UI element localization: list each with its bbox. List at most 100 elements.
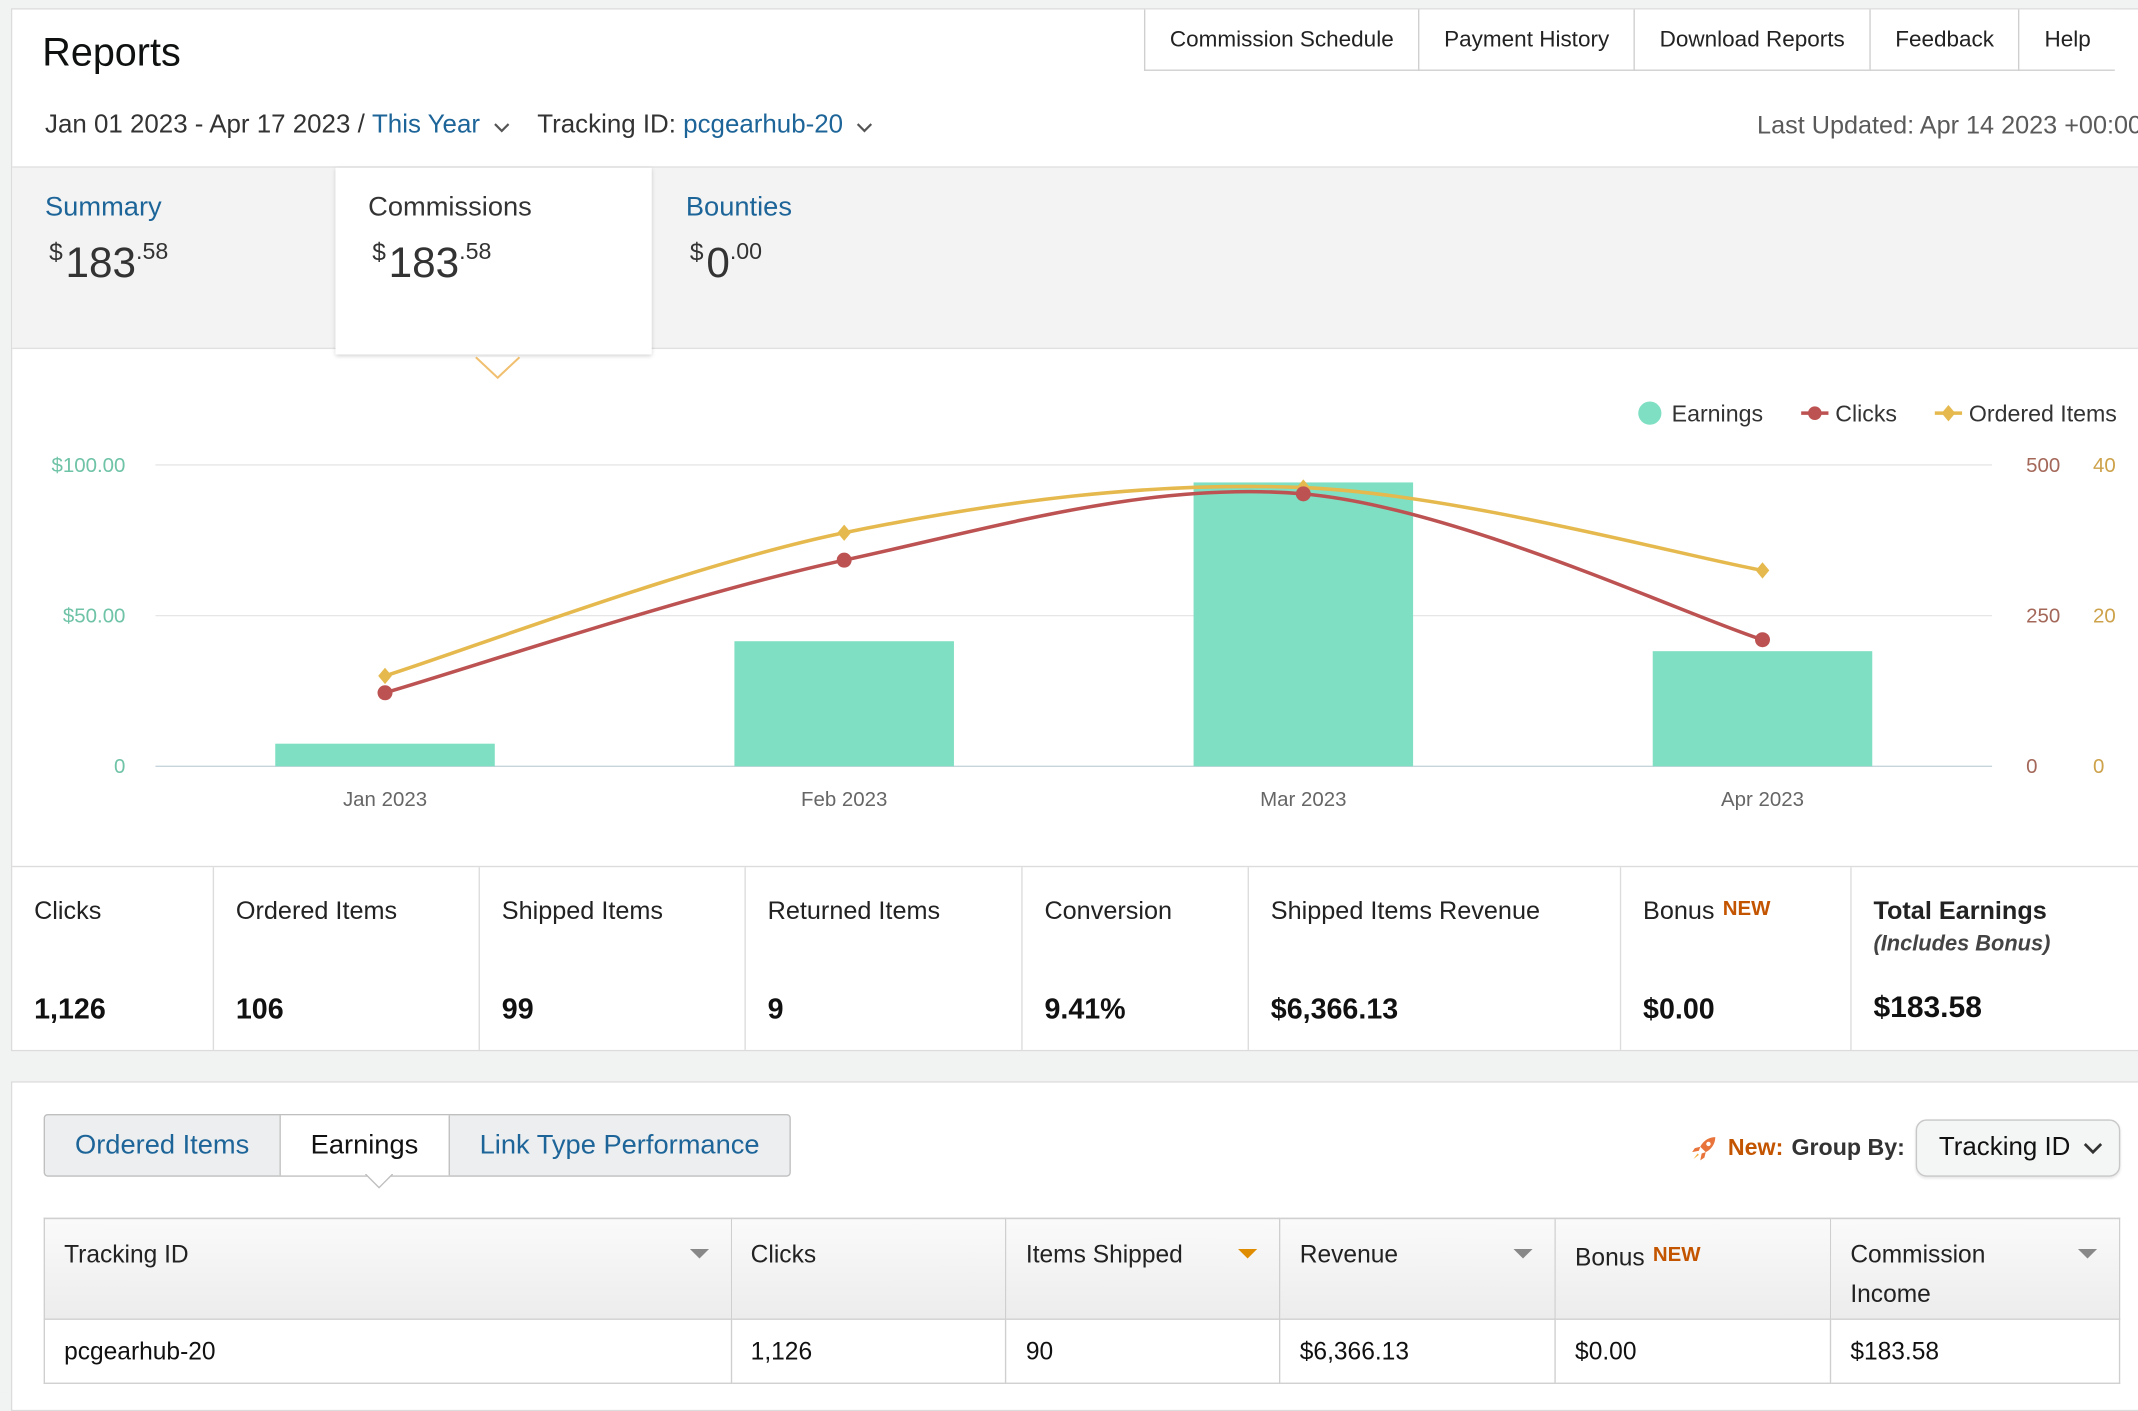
tab-summary-value: $183.58 — [49, 238, 169, 287]
bar — [734, 641, 954, 767]
feedback-link[interactable]: Feedback — [1869, 9, 2019, 71]
data-point — [836, 552, 852, 568]
subtab-earnings[interactable]: Earnings — [280, 1115, 450, 1176]
commission-schedule-link[interactable]: Commission Schedule — [1143, 9, 1419, 71]
tab-commissions-value: $183.58 — [372, 238, 492, 287]
tab-bounties[interactable]: Bounties $0.00 — [653, 168, 967, 348]
metric-label: Conversion — [1044, 895, 1173, 925]
group-by: New: Group By: Tracking ID — [1690, 1119, 2121, 1177]
col-clicks[interactable]: Clicks — [730, 1217, 1007, 1320]
data-point — [1295, 486, 1311, 502]
col-items-shipped[interactable]: Items Shipped — [1005, 1217, 1281, 1320]
x-tick-label: Mar 2023 — [1260, 788, 1346, 811]
metric-label: Total Earnings — [1873, 895, 2047, 925]
metric-value: 106 — [235, 993, 284, 1026]
metric-conversion: Conversion 9.41% — [1023, 867, 1249, 1050]
bar — [1193, 482, 1414, 767]
x-tick-label: Feb 2023 — [801, 788, 887, 811]
chevron-down-icon[interactable] — [494, 116, 510, 138]
commission-income-cell: $183.58 — [1829, 1318, 2121, 1384]
axis-tick-label: 500 — [2026, 454, 2060, 477]
new-badge: NEW — [1722, 897, 1771, 921]
series-line — [384, 484, 1763, 678]
tab-commissions-label: Commissions — [368, 192, 532, 223]
metric-label: Ordered Items — [235, 895, 398, 925]
legend-label: Ordered Items — [1969, 400, 2117, 426]
metric-label: Shipped Items Revenue — [1270, 895, 1541, 925]
chevron-down-icon — [2083, 1142, 2103, 1154]
last-updated: Last Updated: Apr 14 2023 +00:00 — [1757, 110, 2138, 140]
tab-summary[interactable]: Summary $183.58 — [12, 168, 334, 348]
group-by-select[interactable]: Tracking ID — [1915, 1119, 2121, 1177]
metric-clicks: Clicks 1,126 — [12, 867, 215, 1050]
x-tick-label: Jan 2023 — [343, 788, 427, 811]
download-reports-link[interactable]: Download Reports — [1633, 9, 1870, 71]
reports-card: Reports Commission Schedule Payment Hist… — [10, 8, 2138, 1052]
metric-label: Bonus NEW — [1643, 895, 1771, 925]
items-shipped-cell: 90 — [1005, 1318, 1281, 1384]
report-subtabs: Ordered Items Earnings Link Type Perform… — [43, 1113, 791, 1177]
legend-marker — [1808, 406, 1822, 420]
subtab-link-type-performance[interactable]: Link Type Performance — [479, 1130, 760, 1161]
bar — [1652, 651, 1873, 767]
metric-shipped-items: Shipped Items 99 — [480, 867, 746, 1050]
axis-tick-label: 0 — [2093, 755, 2104, 778]
new-badge: NEW — [1652, 1243, 1701, 1267]
metric-sublabel: (Includes Bonus) — [1873, 932, 2051, 956]
data-point — [377, 685, 393, 701]
sort-arrow-icon[interactable] — [1513, 1248, 1533, 1259]
axis-tick-label: $50.00 — [63, 604, 126, 627]
col-tracking-id[interactable]: Tracking ID — [43, 1217, 732, 1320]
group-by-label: Group By: — [1791, 1134, 1905, 1161]
sort-arrow-icon[interactable] — [689, 1248, 709, 1259]
tracking-id-cell[interactable]: pcgearhub-20 — [43, 1318, 732, 1384]
col-revenue[interactable]: Revenue — [1279, 1217, 1556, 1320]
metric-shipped-items-revenue: Shipped Items Revenue $6,366.13 — [1249, 867, 1622, 1050]
legend-label: Clicks — [1835, 400, 1897, 426]
metric-label: Clicks — [34, 895, 102, 925]
clicks-cell: 1,126 — [730, 1318, 1007, 1384]
group-by-value: Tracking ID — [1938, 1133, 2071, 1162]
legend-label: Earnings — [1672, 400, 1763, 426]
data-point — [837, 524, 851, 541]
series-line — [384, 489, 1764, 695]
col-bonus[interactable]: Bonus NEW — [1554, 1217, 1832, 1320]
x-tick-label: Apr 2023 — [1721, 788, 1804, 811]
metric-label: Shipped Items — [501, 895, 664, 925]
report-table-card: Ordered Items Earnings Link Type Perform… — [10, 1081, 2138, 1411]
col-commission-income[interactable]: Commission Income — [1829, 1217, 2121, 1320]
date-preset-dropdown[interactable]: This Year — [371, 110, 481, 140]
subtab-ordered-items[interactable]: Ordered Items — [45, 1115, 281, 1176]
tab-summary-label: Summary — [44, 192, 162, 223]
tab-bounties-label: Bounties — [685, 192, 792, 223]
date-range: Jan 01 2023 - Apr 17 2023 — [44, 110, 351, 140]
metric-value: 9.41% — [1044, 993, 1126, 1026]
sort-arrow-icon[interactable] — [1238, 1248, 1258, 1259]
payment-history-link[interactable]: Payment History — [1418, 9, 1634, 71]
tracking-id-dropdown[interactable]: pcgearhub-20 — [683, 110, 844, 140]
chevron-down-icon[interactable] — [857, 116, 873, 138]
help-link[interactable]: Help — [2018, 9, 2116, 71]
bonus-cell: $0.00 — [1554, 1318, 1832, 1384]
metric-label: Returned Items — [767, 895, 941, 925]
metrics-row: Clicks 1,126 Ordered Items 106 Shipped I… — [12, 865, 2138, 1050]
sort-arrow-icon[interactable] — [2077, 1248, 2098, 1259]
metric-ordered-items: Ordered Items 106 — [214, 867, 480, 1050]
metric-value: $0.00 — [1643, 993, 1715, 1026]
tab-commissions[interactable]: Commissions $183.58 — [335, 167, 652, 355]
tracking-id-label: Tracking ID: — [537, 110, 676, 140]
active-tab-caret — [475, 356, 521, 380]
data-point — [1754, 632, 1770, 648]
data-point — [378, 667, 392, 685]
rocket-icon — [1692, 1137, 1716, 1161]
filter-row: Jan 01 2023 - Apr 17 2023 / This Year Tr… — [45, 110, 900, 140]
metric-value: 99 — [501, 993, 534, 1026]
table-header-row: Tracking ID Clicks Items Shipped Revenue… — [43, 1217, 2121, 1320]
revenue-cell: $6,366.13 — [1279, 1318, 1556, 1384]
axis-tick-label: 250 — [2026, 604, 2060, 627]
metric-value: $183.58 — [1873, 989, 1982, 1024]
axis-tick-label: 0 — [2026, 755, 2037, 778]
table-row: pcgearhub-20 1,126 90 $6,366.13 $0.00 $1… — [43, 1318, 2121, 1384]
date-separator: / — [357, 110, 365, 140]
axis-tick-label: 0 — [114, 755, 125, 778]
